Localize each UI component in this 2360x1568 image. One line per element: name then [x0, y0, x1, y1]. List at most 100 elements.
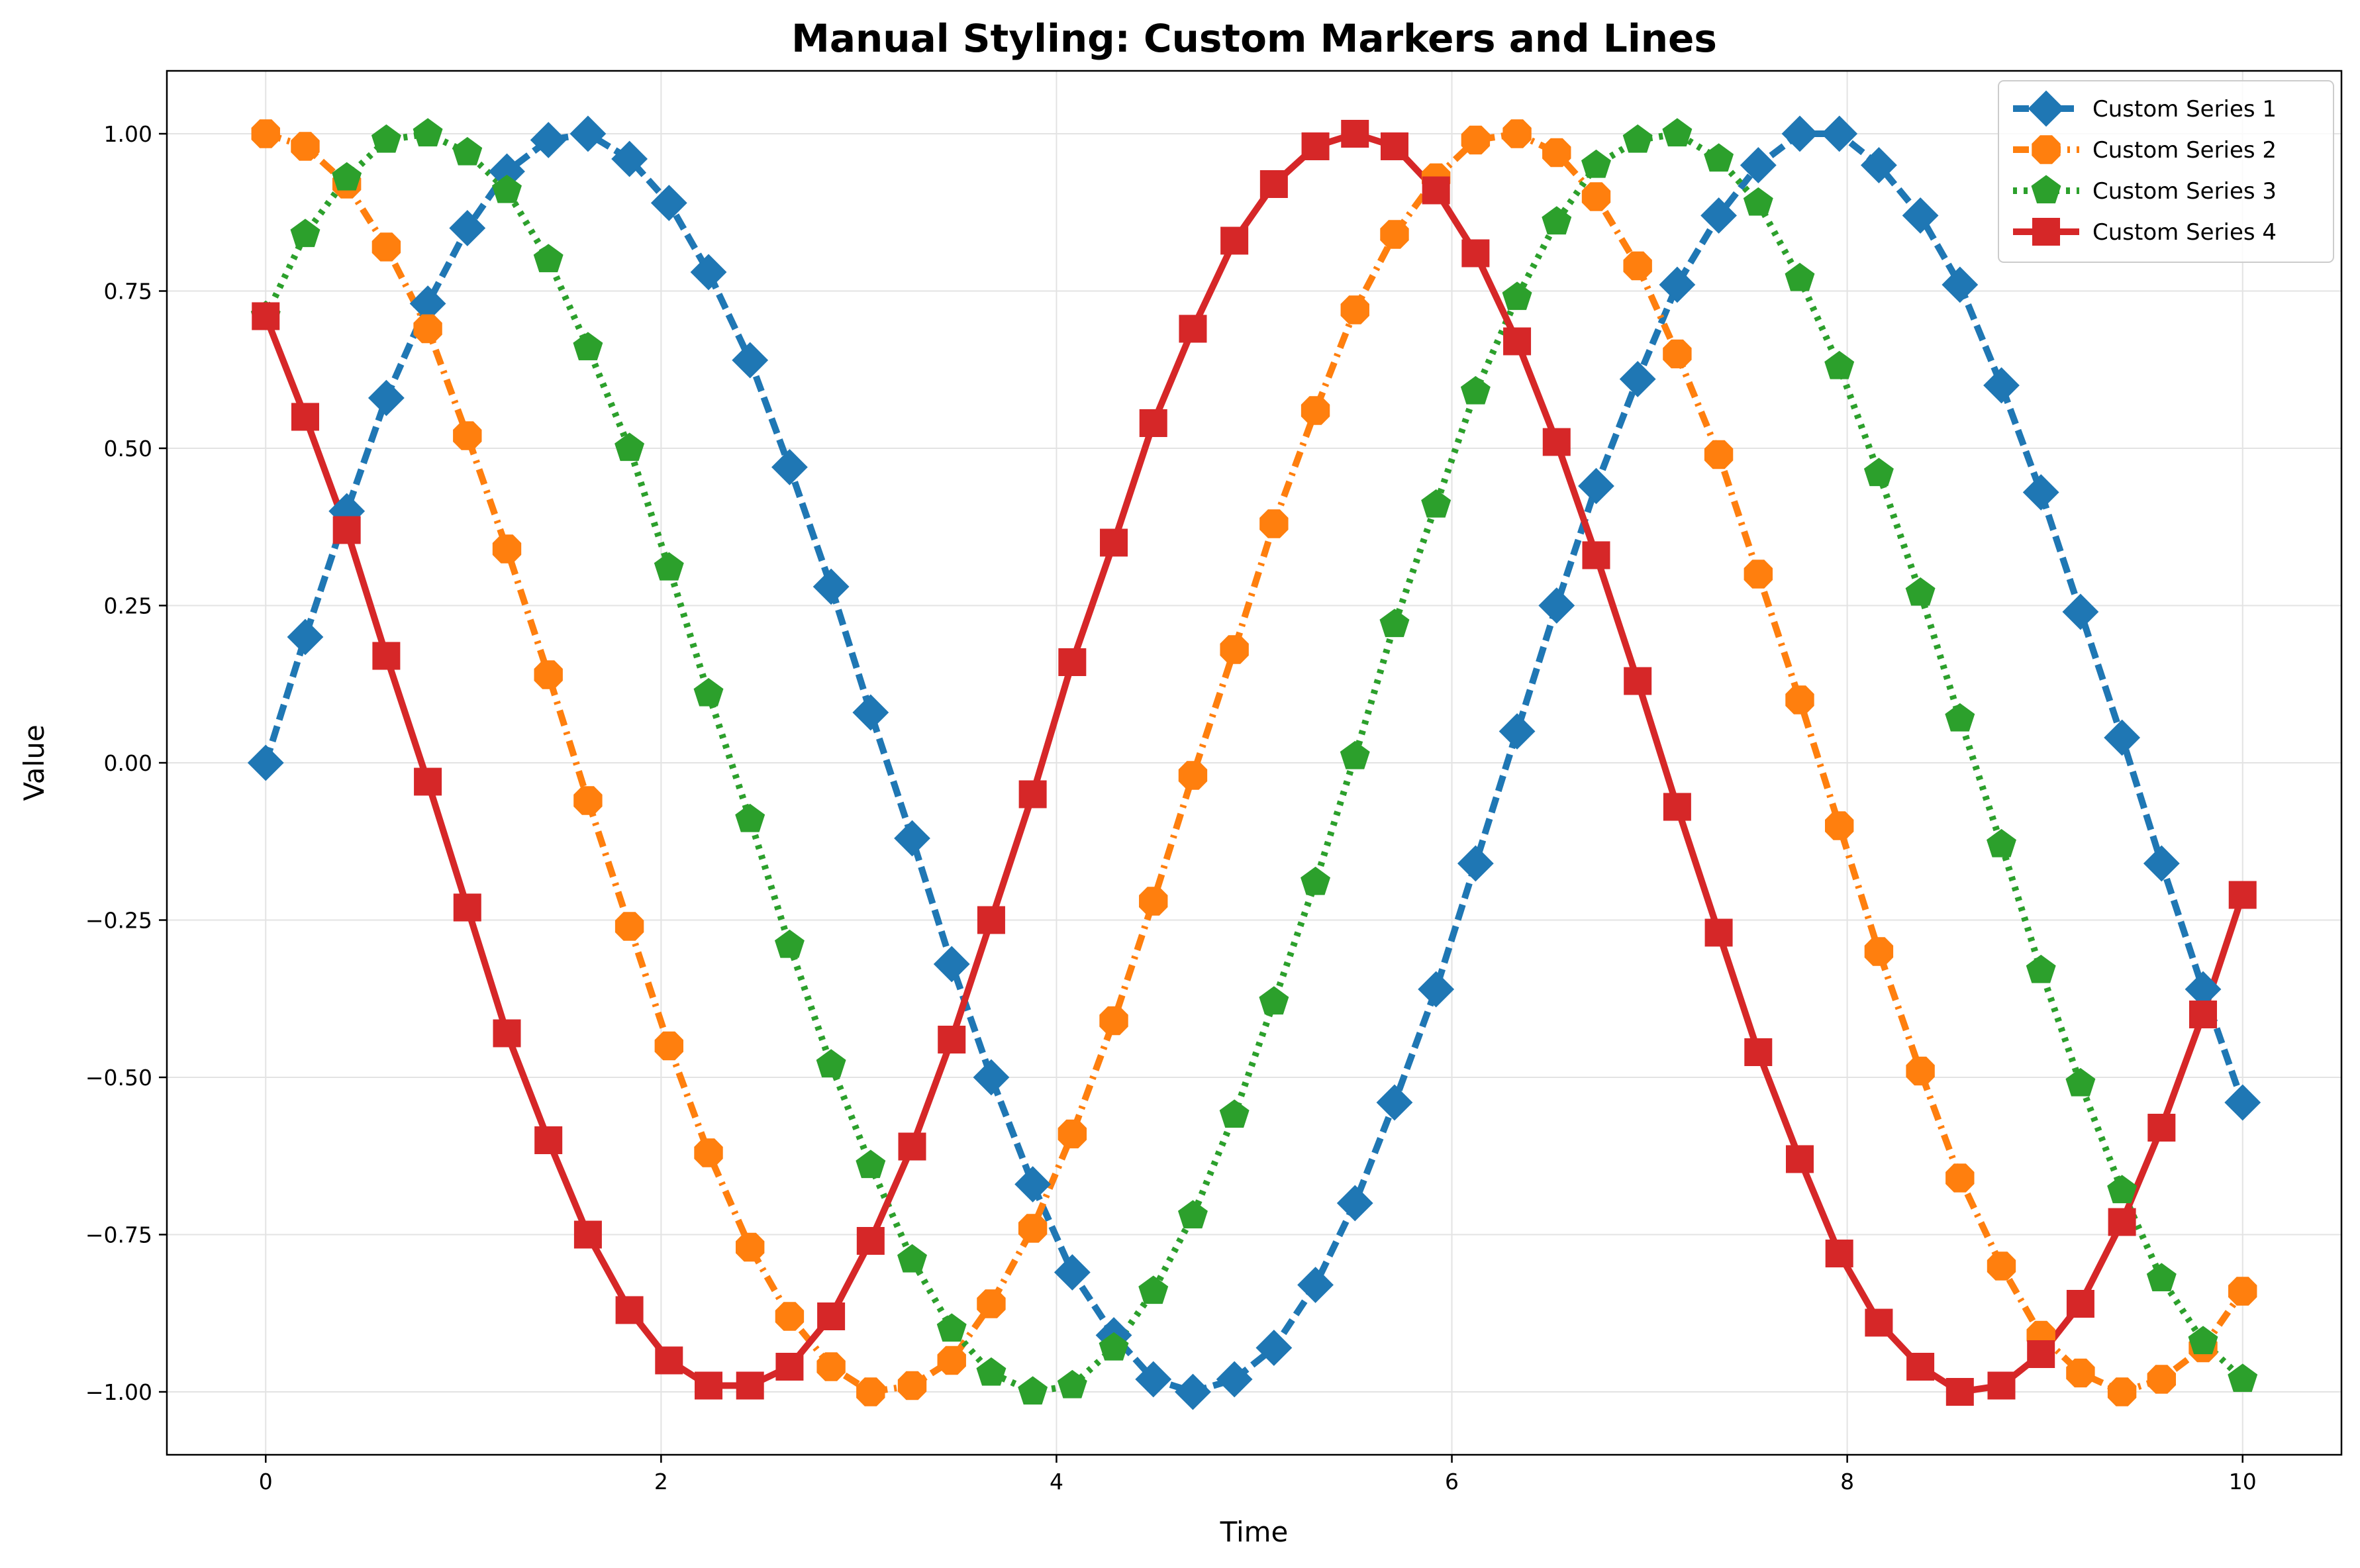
data-point	[1663, 339, 1692, 369]
data-point	[1014, 1166, 1052, 1202]
data-point	[1301, 396, 1330, 425]
data-point	[1422, 176, 1450, 205]
data-point	[1179, 315, 1207, 343]
data-point	[2107, 1377, 2137, 1406]
data-point	[1057, 1369, 1087, 1398]
data-point	[894, 820, 930, 857]
data-point	[1376, 1084, 1413, 1121]
data-point	[1860, 147, 1897, 183]
data-point	[1581, 182, 1611, 211]
data-point	[2022, 474, 2059, 511]
data-point	[1460, 375, 1491, 405]
legend-box	[1998, 80, 2334, 263]
data-point	[534, 660, 563, 689]
series-points-1	[247, 115, 2261, 1410]
data-point	[611, 140, 648, 177]
data-point	[898, 1132, 926, 1161]
data-point	[1744, 1038, 1773, 1066]
data-point	[2066, 1290, 2094, 1318]
legend-marker	[2032, 218, 2060, 246]
x-tick-label: 4	[1050, 1469, 1063, 1494]
data-point	[1785, 262, 1815, 291]
x-tick-label: 0	[259, 1469, 273, 1494]
data-point	[1216, 1361, 1253, 1398]
data-point	[694, 1138, 723, 1167]
data-point	[1945, 1378, 1974, 1406]
data-point	[816, 1352, 846, 1381]
data-point	[654, 552, 684, 581]
data-point	[1744, 560, 1773, 589]
data-point	[1301, 866, 1331, 895]
data-point	[1824, 350, 1855, 379]
data-point	[1700, 197, 1737, 234]
data-point	[1178, 761, 1208, 790]
series-markers	[247, 115, 2261, 1410]
data-point	[654, 1031, 684, 1061]
data-point	[252, 302, 280, 330]
data-point	[1057, 1119, 1087, 1149]
x-axis: 0 2 4 6 8 10	[259, 1455, 2257, 1494]
data-point	[573, 786, 603, 815]
x-tick-label: 10	[2229, 1469, 2257, 1494]
data-point	[1821, 115, 1858, 152]
data-point	[1297, 1267, 1334, 1303]
data-point	[1581, 149, 1611, 178]
data-point	[1663, 793, 1691, 821]
data-point	[569, 115, 607, 152]
data-point	[655, 1346, 683, 1375]
data-point	[2107, 1175, 2138, 1204]
data-point	[2147, 1365, 2177, 1394]
data-point	[816, 1049, 846, 1078]
data-point	[1704, 143, 1734, 172]
data-point	[1058, 648, 1087, 676]
data-point	[1099, 1332, 1129, 1361]
data-point	[1542, 428, 1571, 456]
data-point	[732, 342, 769, 379]
data-point	[2147, 1114, 2176, 1142]
data-point	[1380, 132, 1408, 160]
data-point	[1220, 226, 1249, 255]
y-tick-label: 0.00	[104, 750, 152, 776]
data-point	[1139, 887, 1168, 916]
data-point	[1336, 1185, 1373, 1222]
data-point	[933, 946, 970, 983]
data-point	[453, 421, 482, 450]
data-point	[1219, 1099, 1250, 1128]
data-point	[1018, 1376, 1048, 1405]
data-point	[1499, 713, 1536, 750]
legend-label: Custom Series 3	[2092, 178, 2277, 205]
data-point	[2104, 719, 2141, 756]
data-point	[735, 803, 765, 832]
data-point	[771, 449, 808, 485]
data-point	[817, 1302, 846, 1330]
data-point	[775, 1302, 805, 1331]
data-point	[1863, 458, 1894, 487]
data-point	[1259, 170, 1288, 198]
data-point	[1704, 440, 1734, 469]
data-point	[1421, 489, 1451, 518]
legend-entry-1: Custom Series 1	[2013, 90, 2277, 127]
x-axis-label: Time	[1220, 1516, 1289, 1548]
data-point	[1987, 1371, 2016, 1400]
data-point	[287, 618, 324, 656]
y-tick-label: 0.75	[104, 279, 152, 305]
data-point	[452, 136, 483, 166]
data-point	[1942, 266, 1979, 303]
data-point	[1622, 124, 1653, 153]
data-point	[1100, 528, 1128, 557]
data-point	[1138, 1275, 1169, 1304]
data-point	[1259, 509, 1289, 538]
data-point	[1301, 132, 1330, 160]
data-point	[2189, 1001, 2218, 1028]
data-point	[936, 1313, 967, 1342]
data-point	[2228, 1363, 2258, 1393]
data-point	[1825, 1240, 1853, 1267]
x-tick-label: 8	[1840, 1469, 1854, 1494]
data-point	[774, 929, 805, 958]
data-point	[1220, 635, 1249, 664]
data-point	[1906, 1056, 1935, 1086]
data-point	[2065, 1067, 2096, 1097]
data-point	[291, 403, 319, 431]
